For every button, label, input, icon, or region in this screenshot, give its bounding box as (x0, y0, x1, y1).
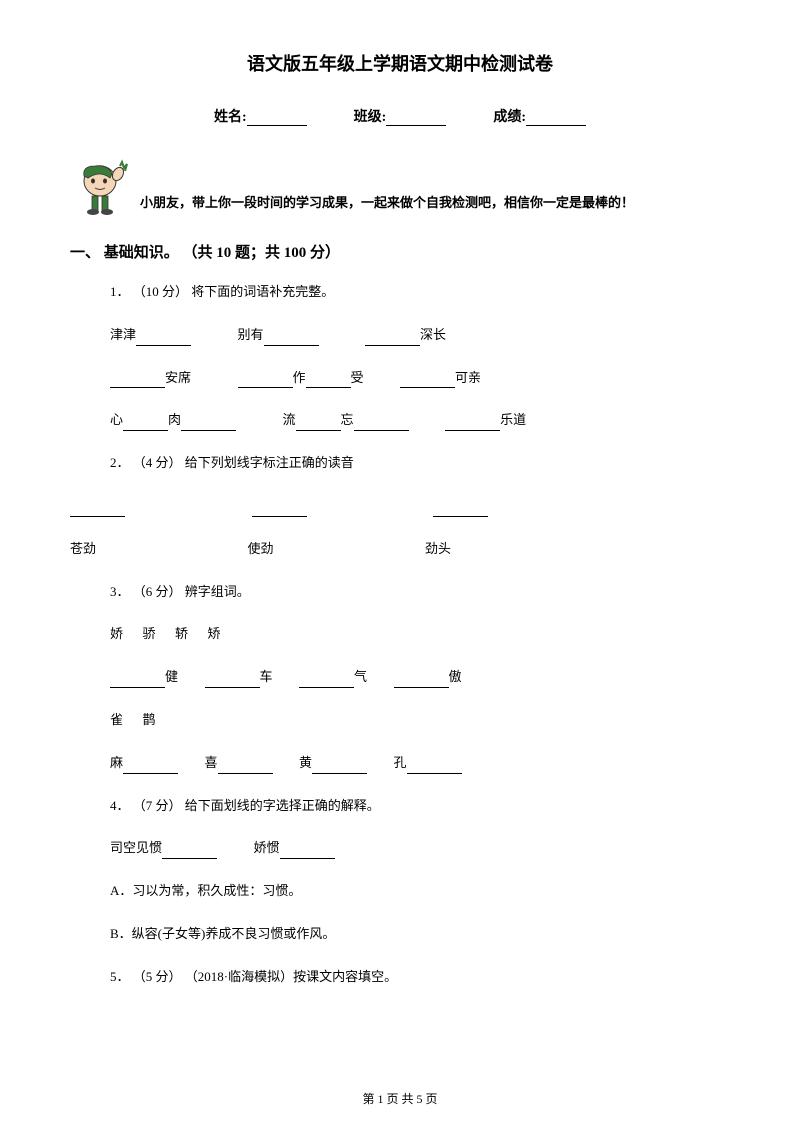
fill-blank[interactable] (123, 418, 168, 431)
mascot-text: 小朋友，带上你一段时间的学习成果，一起来做个自我检测吧，相信你一定是最棒的！ (140, 192, 634, 216)
q1-header: 1． （10 分） 将下面的词语补充完整。 (110, 282, 730, 303)
q4-option-a: A．习以为常，积久成性：习惯。 (110, 881, 730, 902)
q2-words: 苍劲 使劲 劲头 (70, 539, 730, 560)
fill-blank[interactable] (445, 418, 500, 431)
q3-line1: 健 车 气 傲 (110, 667, 730, 688)
fill-blank[interactable] (162, 846, 217, 859)
fill-blank[interactable] (365, 333, 420, 346)
fill-blank[interactable] (354, 418, 409, 431)
q4-header: 4． （7 分） 给下面划线的字选择正确的解释。 (110, 796, 730, 817)
q4-option-b: B．纵容(子女等)养成不良习惯或作风。 (110, 924, 730, 945)
q3-header: 3． （6 分） 辨字组词。 (110, 582, 730, 603)
q3-chars2: 雀 鹊 (110, 710, 730, 731)
q2-header: 2． （4 分） 给下列划线字标注正确的读音 (110, 453, 730, 474)
q1-line2: 安席 作受 可亲 (110, 368, 730, 389)
score-label: 成绩: (493, 106, 526, 126)
q1-line3: 心肉 流忘 乐道 (110, 410, 730, 431)
fill-blank[interactable] (394, 675, 449, 688)
page-footer: 第 1 页 共 5 页 (0, 1090, 800, 1107)
q3-chars1: 娇 骄 轿 矫 (110, 624, 730, 645)
q4-line1: 司空见惯 娇惯 (110, 838, 730, 859)
fill-blank[interactable] (123, 761, 178, 774)
fill-blank[interactable] (252, 504, 307, 517)
fill-blank[interactable] (70, 504, 125, 517)
q2-blanks (70, 496, 730, 517)
page-title: 语文版五年级上学期语文期中检测试卷 (70, 50, 730, 76)
q1-line1: 津津 别有 深长 (110, 325, 730, 346)
section-header: 一、 基础知识。 （共 10 题；共 100 分） (70, 241, 730, 262)
fill-blank[interactable] (296, 418, 341, 431)
fill-blank[interactable] (306, 375, 351, 388)
fill-blank[interactable] (407, 761, 462, 774)
score-blank[interactable] (526, 112, 586, 126)
class-label: 班级: (354, 106, 387, 126)
fill-blank[interactable] (433, 504, 488, 517)
mascot-icon (70, 156, 130, 216)
student-info-row: 姓名: 班级: 成绩: (70, 106, 730, 126)
fill-blank[interactable] (400, 375, 455, 388)
fill-blank[interactable] (205, 675, 260, 688)
fill-blank[interactable] (238, 375, 293, 388)
fill-blank[interactable] (181, 418, 236, 431)
q3-line2: 麻 喜 黄 孔 (110, 753, 730, 774)
mascot-row: 小朋友，带上你一段时间的学习成果，一起来做个自我检测吧，相信你一定是最棒的！ (70, 156, 730, 216)
fill-blank[interactable] (264, 333, 319, 346)
fill-blank[interactable] (218, 761, 273, 774)
name-blank[interactable] (247, 112, 307, 126)
fill-blank[interactable] (312, 761, 367, 774)
name-label: 姓名: (214, 106, 247, 126)
fill-blank[interactable] (110, 375, 165, 388)
fill-blank[interactable] (110, 675, 165, 688)
fill-blank[interactable] (136, 333, 191, 346)
class-blank[interactable] (386, 112, 446, 126)
fill-blank[interactable] (280, 846, 335, 859)
q5-header: 5． （5 分） （2018·临海模拟）按课文内容填空。 (110, 967, 730, 988)
fill-blank[interactable] (299, 675, 354, 688)
